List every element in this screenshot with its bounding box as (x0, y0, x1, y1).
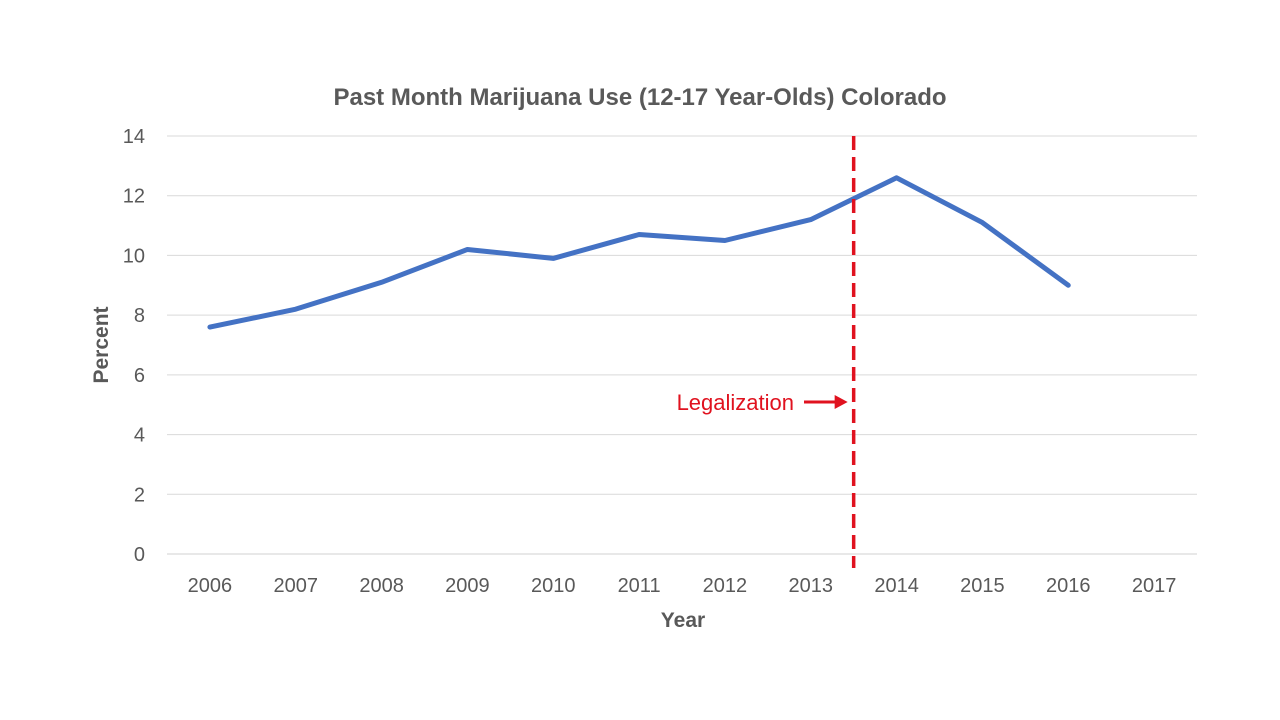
y-tick-label: 4 (134, 425, 145, 447)
x-tick-label: 2016 (1046, 575, 1091, 597)
y-axis-ticks: 0 2 4 6 8 10 12 14 (123, 126, 145, 566)
x-tick-label: 2014 (874, 575, 919, 597)
x-tick-label: 2015 (960, 575, 1005, 597)
y-tick-label: 2 (134, 484, 145, 506)
y-tick-label: 6 (134, 365, 145, 387)
series-line (207, 175, 1071, 330)
x-tick-label: 2017 (1132, 575, 1177, 597)
y-tick-label: 8 (134, 305, 145, 327)
x-tick-label: 2012 (703, 575, 748, 597)
x-axis-ticks: 2006 2007 2008 2009 2010 2011 2012 2013 2014 2015… (188, 575, 1177, 597)
x-tick-label: 2006 (188, 575, 233, 597)
y-axis-title: Percent (90, 306, 113, 383)
y-tick-label: 12 (123, 186, 145, 208)
x-tick-label: 2011 (618, 575, 661, 597)
x-tick-label: 2009 (445, 575, 490, 597)
x-axis-title: Year (661, 609, 705, 632)
gridlines (167, 135, 1197, 555)
x-tick-label: 2007 (274, 575, 319, 597)
chart-title: Past Month Marijuana Use (12-17 Year-Old… (333, 84, 946, 111)
y-tick-label: 10 (123, 245, 145, 267)
y-tick-label: 0 (134, 544, 145, 566)
legalization-arrow-head (834, 395, 848, 409)
y-tick-label: 14 (123, 126, 145, 148)
legalization-label: Legalization (677, 390, 794, 415)
legalization-annotation: Legalization (677, 136, 856, 568)
x-tick-label: 2013 (789, 575, 834, 597)
series-group (207, 175, 1071, 330)
x-tick-label: 2010 (531, 575, 576, 597)
x-tick-label: 2008 (359, 575, 404, 597)
